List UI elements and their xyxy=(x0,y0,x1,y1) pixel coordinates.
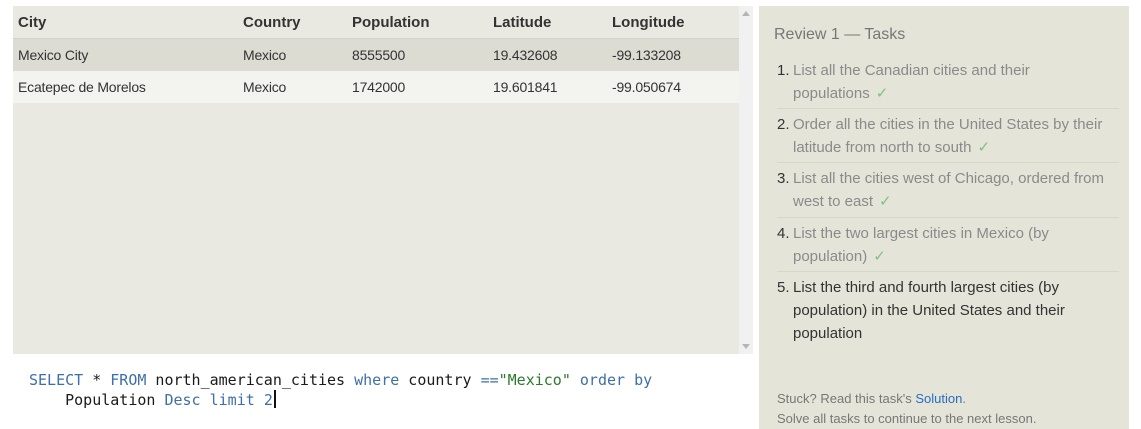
sql-text xyxy=(201,391,210,409)
code-line-1: SELECT * FROM north_american_cities wher… xyxy=(29,371,652,389)
task-text: List all the Canadian cities and their p… xyxy=(793,62,1030,102)
sql-keyword: where xyxy=(354,371,400,389)
sql-text: north_american_cities xyxy=(146,371,355,389)
sql-keyword: SELECT xyxy=(29,371,84,389)
cell-city: Mexico City xyxy=(13,38,238,71)
column-header-city[interactable]: City xyxy=(13,6,238,39)
scroll-up-arrow-icon[interactable] xyxy=(742,11,750,16)
task-number: 1. xyxy=(777,62,790,79)
cell-latitude: 19.432608 xyxy=(488,38,607,71)
task-item-1: 1. List all the Canadian cities and thei… xyxy=(777,59,1119,105)
task-item-2: 2. Order all the cities in the United St… xyxy=(777,113,1119,159)
sql-text xyxy=(625,371,634,389)
stuck-hint-text: Stuck? Read this task's xyxy=(777,391,916,406)
stuck-hint-period: . xyxy=(962,391,966,406)
results-table-panel: City Country Population Latitude Longitu… xyxy=(13,6,739,354)
checkmark-icon: ✓ xyxy=(875,85,889,102)
tasks-panel: Review 1 — Tasks 1. List all the Canadia… xyxy=(759,6,1129,429)
table-row: Ecatepec de Morelos Mexico 1742000 19.60… xyxy=(13,71,739,103)
cell-city: Ecatepec de Morelos xyxy=(13,71,238,103)
sql-keyword: by xyxy=(634,371,653,389)
task-text: List the third and fourth largest cities… xyxy=(793,279,1065,342)
task-item-4: 4. List the two largest cities in Mexico… xyxy=(777,222,1119,268)
task-divider xyxy=(777,271,1119,272)
sql-keyword: == xyxy=(480,371,499,389)
continue-hint: Solve all tasks to continue to the next … xyxy=(777,411,1037,426)
column-header-population[interactable]: Population xyxy=(347,6,488,39)
task-divider xyxy=(777,217,1119,218)
checkmark-icon: ✓ xyxy=(977,139,991,156)
sql-keyword: FROM xyxy=(110,371,147,389)
task-number: 2. xyxy=(777,116,790,133)
sql-string: "Mexico" xyxy=(498,371,571,389)
sql-text: * xyxy=(83,371,111,389)
sql-query-editor[interactable]: SELECT * FROM north_american_cities wher… xyxy=(13,360,753,429)
task-item-3: 3. List all the cities west of Chicago, … xyxy=(777,167,1119,213)
results-scrollbar[interactable] xyxy=(739,6,753,354)
task-number: 4. xyxy=(777,225,790,242)
sql-text: country xyxy=(399,371,481,389)
cell-country: Mexico xyxy=(238,38,347,71)
table-row: Mexico City Mexico 8555500 19.432608 -99… xyxy=(13,38,739,71)
sql-keyword: 2 xyxy=(263,391,273,409)
cell-country: Mexico xyxy=(238,71,347,103)
solution-link[interactable]: Solution xyxy=(915,391,963,406)
tasks-title: Review 1 — Tasks xyxy=(774,26,906,43)
checkmark-icon: ✓ xyxy=(879,193,892,210)
cell-population: 8555500 xyxy=(347,38,488,71)
cell-latitude: 19.601841 xyxy=(488,71,607,103)
text-cursor xyxy=(273,390,276,408)
column-header-country[interactable]: Country xyxy=(238,6,347,39)
cell-longitude: -99.133208 xyxy=(607,38,739,71)
column-header-latitude[interactable]: Latitude xyxy=(488,6,607,39)
results-table: City Country Population Latitude Longitu… xyxy=(13,6,739,103)
code-line-2: Population Desc limit 2 xyxy=(29,391,273,409)
task-text: List all the cities west of Chicago, ord… xyxy=(793,170,1104,210)
column-header-longitude[interactable]: Longitude xyxy=(607,6,739,39)
sql-text xyxy=(571,371,580,389)
task-text: Order all the cities in the United State… xyxy=(793,116,1103,156)
stuck-hint: Stuck? Read this task's Solution. xyxy=(777,391,966,406)
scroll-down-arrow-icon[interactable] xyxy=(742,344,750,349)
cell-population: 1742000 xyxy=(347,71,488,103)
task-divider xyxy=(777,162,1119,163)
checkmark-icon: ✓ xyxy=(873,248,886,265)
sql-query-code[interactable]: SELECT * FROM north_american_cities wher… xyxy=(29,370,652,410)
sql-text: Population xyxy=(29,391,165,409)
sql-keyword: Desc xyxy=(164,391,201,409)
task-divider xyxy=(777,108,1119,109)
task-text: List the two largest cities in Mexico (b… xyxy=(793,225,1049,265)
sql-text xyxy=(255,391,264,409)
task-number: 5. xyxy=(777,279,790,296)
cell-longitude: -99.050674 xyxy=(607,71,739,103)
task-number: 3. xyxy=(777,170,790,187)
task-item-5: 5. List the third and fourth largest cit… xyxy=(777,276,1119,345)
sql-keyword: limit xyxy=(209,391,255,409)
table-header-row: City Country Population Latitude Longitu… xyxy=(13,6,739,39)
sql-keyword: order xyxy=(579,371,626,389)
